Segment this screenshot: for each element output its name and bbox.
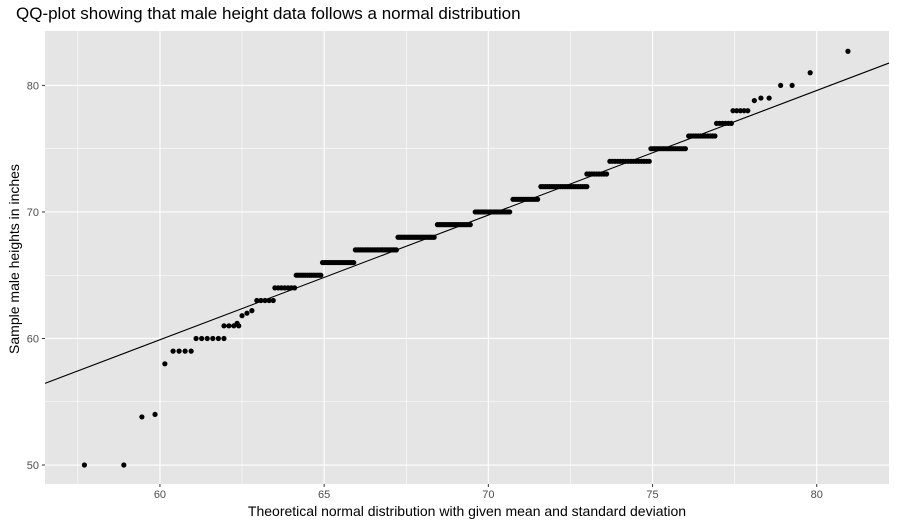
x-tick-label: 70 (482, 489, 494, 501)
data-point (249, 308, 255, 314)
data-point (81, 462, 88, 468)
data-point (170, 348, 176, 354)
data-point (507, 209, 513, 215)
data-point (221, 335, 227, 342)
data-point (244, 310, 250, 316)
data-point (766, 95, 772, 101)
minor-grid (45, 31, 889, 484)
data-point (266, 297, 272, 304)
data-point (291, 285, 298, 291)
data-point (162, 361, 168, 367)
data-point (845, 48, 851, 54)
data-point (646, 158, 652, 164)
data-point (728, 120, 734, 126)
data-point (193, 335, 199, 342)
axis-ticks (42, 84, 818, 487)
data-point (584, 184, 590, 190)
data-point (393, 247, 399, 253)
data-point (730, 108, 736, 114)
data-point (204, 335, 210, 342)
data-point (210, 335, 216, 342)
data-point (270, 297, 276, 304)
data-point (741, 108, 747, 114)
data-point (176, 348, 182, 354)
x-tick-label: 65 (318, 489, 330, 501)
data-point (351, 259, 357, 266)
data-point (152, 411, 158, 418)
y-tick-label: 80 (27, 80, 39, 92)
plot-panel (45, 31, 889, 484)
data-points (81, 48, 851, 468)
data-point (778, 82, 784, 89)
x-axis-label: Theoretical normal distribution with giv… (247, 503, 687, 519)
data-point (431, 234, 437, 240)
data-point (121, 462, 127, 468)
tick-labels: 60 65 70 75 80 50 60 70 80 (27, 80, 823, 501)
data-point (467, 222, 473, 228)
data-point (226, 323, 232, 329)
data-point (807, 70, 813, 76)
y-tick-label: 50 (27, 460, 39, 472)
data-point (239, 313, 245, 319)
chart-title: QQ-plot showing that male height data fo… (16, 4, 521, 23)
y-tick-label: 70 (27, 207, 39, 219)
data-point (254, 297, 260, 304)
data-point (751, 97, 757, 104)
data-point (745, 108, 751, 114)
data-point (737, 108, 743, 114)
data-point (258, 297, 264, 304)
y-tick-label: 60 (27, 333, 39, 345)
x-tick-label: 80 (811, 489, 823, 501)
data-point (182, 348, 188, 354)
data-point (262, 297, 268, 304)
data-point (789, 82, 795, 89)
data-point (215, 335, 221, 342)
data-point (734, 108, 740, 114)
data-point (234, 320, 240, 326)
data-point (535, 196, 541, 202)
data-point (199, 335, 205, 342)
data-point (603, 171, 610, 177)
data-point (139, 414, 145, 420)
data-point (758, 95, 764, 101)
data-point (682, 146, 688, 152)
data-point (188, 348, 194, 354)
data-point (712, 133, 718, 139)
data-point (318, 272, 324, 278)
x-tick-label: 75 (646, 489, 658, 501)
major-grid (45, 31, 889, 484)
data-point (221, 323, 227, 329)
x-tick-label: 60 (154, 489, 166, 501)
